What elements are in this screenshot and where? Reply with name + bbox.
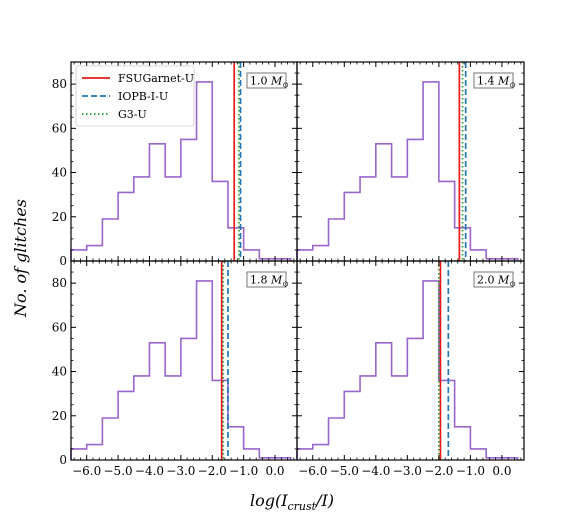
ytick-label-20-top-left: 20	[52, 210, 67, 224]
legend-label-fsugarnet-u: FSUGarnet-U	[118, 72, 194, 85]
panel-bottom-left: 0 20 40 60 80 −6.0 −5.0 −4.0 −3.0 −2.0 −1.0 0.0 1.8 …	[52, 260, 298, 478]
axes-frame-bottom-left	[70, 260, 298, 461]
xtick-label-4-bottom-right: −2.0	[424, 464, 453, 478]
mass-unit: M	[270, 75, 283, 88]
mass-box-bottom-left	[246, 271, 287, 288]
x-axis-title-tail: /I)	[314, 491, 334, 510]
xtick-label-4-bottom-left: −2.0	[198, 464, 227, 478]
solar-symbol: ⊙	[282, 280, 289, 289]
mass-value: 1.0	[250, 75, 271, 88]
xtick-label-2-bottom-left: −4.0	[135, 464, 164, 478]
ytick-label-80-top-left: 80	[52, 77, 67, 91]
ytick-label-40-top-left: 40	[52, 166, 67, 180]
solar-symbol: ⊙	[509, 81, 516, 90]
histogram-step-bottom-right	[296, 280, 519, 460]
mass-label-bottom-left: 1.8 M⊙	[250, 274, 289, 289]
legend-box	[75, 65, 195, 127]
axes-frame-bottom-right	[296, 260, 525, 461]
xtick-label-3-bottom-right: −3.0	[393, 464, 422, 478]
xtick-label-5-bottom-right: −1.0	[456, 464, 485, 478]
panel-bottom-right: −6.0 −5.0 −4.0 −3.0 −2.0 −1.0 0.0 2.0 M⊙	[296, 260, 525, 478]
xtick-label-3-bottom-left: −3.0	[166, 464, 195, 478]
legend-label-g3-u: G3-U	[118, 108, 147, 121]
x-axis-title-sub: crust	[288, 500, 317, 513]
mass-box-bottom-right	[473, 271, 514, 288]
solar-symbol: ⊙	[509, 280, 516, 289]
legend-label-iopb-i-u: IOPB-I-U	[118, 90, 168, 103]
mass-value: 1.8	[250, 274, 271, 287]
ytick-label-0-bottom-left: 0	[59, 453, 67, 467]
xtick-label-1-bottom-left: −5.0	[104, 464, 133, 478]
panel-top-right: 1.4 M⊙	[296, 61, 525, 262]
histogram-step-top-left	[70, 81, 292, 261]
ytick-label-60-top-left: 60	[52, 121, 67, 135]
mass-value: 1.4	[477, 75, 498, 88]
xtick-label-0-bottom-left: −6.0	[72, 464, 101, 478]
ytick-label-80-bottom-left: 80	[52, 276, 67, 290]
mass-label-top-right: 1.4 M⊙	[477, 75, 516, 90]
xtick-label-2-bottom-right: −4.0	[361, 464, 390, 478]
axes-frame-top-right	[296, 61, 525, 262]
mass-unit: M	[497, 75, 510, 88]
solar-symbol: ⊙	[282, 81, 289, 90]
xtick-label-0-bottom-right: −6.0	[298, 464, 327, 478]
xtick-label-6-bottom-left: 0.0	[265, 464, 284, 478]
mass-label-bottom-right: 2.0 M⊙	[477, 274, 516, 289]
x-axis-title-main: log(I	[250, 491, 288, 510]
ytick-label-40-bottom-left: 40	[52, 365, 67, 379]
ytick-label-20-bottom-left: 20	[52, 409, 67, 423]
mass-label-top-left: 1.0 M⊙	[250, 75, 289, 90]
y-axis-title: No. of glitches	[11, 199, 30, 318]
ytick-label-0-top-left: 0	[59, 254, 67, 268]
xtick-label-6-bottom-right: 0.0	[492, 464, 511, 478]
ytick-label-60-bottom-left: 60	[52, 320, 67, 334]
mass-box-top-left	[246, 72, 287, 89]
mass-unit: M	[270, 274, 283, 287]
xtick-label-1-bottom-right: −5.0	[330, 464, 359, 478]
xtick-label-5-bottom-left: −1.0	[229, 464, 258, 478]
histogram-step-top-right	[296, 81, 519, 261]
panel-top-left: 0 20 40 60 80 1.0 M⊙ FSUGarnet-U IOPB-I-U G3-U	[52, 61, 298, 268]
mass-value: 2.0	[477, 274, 498, 287]
x-axis-title: log(Icrust/I)	[250, 491, 334, 513]
mass-box-top-right	[473, 72, 514, 89]
histogram-step-bottom-left	[70, 280, 292, 460]
mass-unit: M	[497, 274, 510, 287]
